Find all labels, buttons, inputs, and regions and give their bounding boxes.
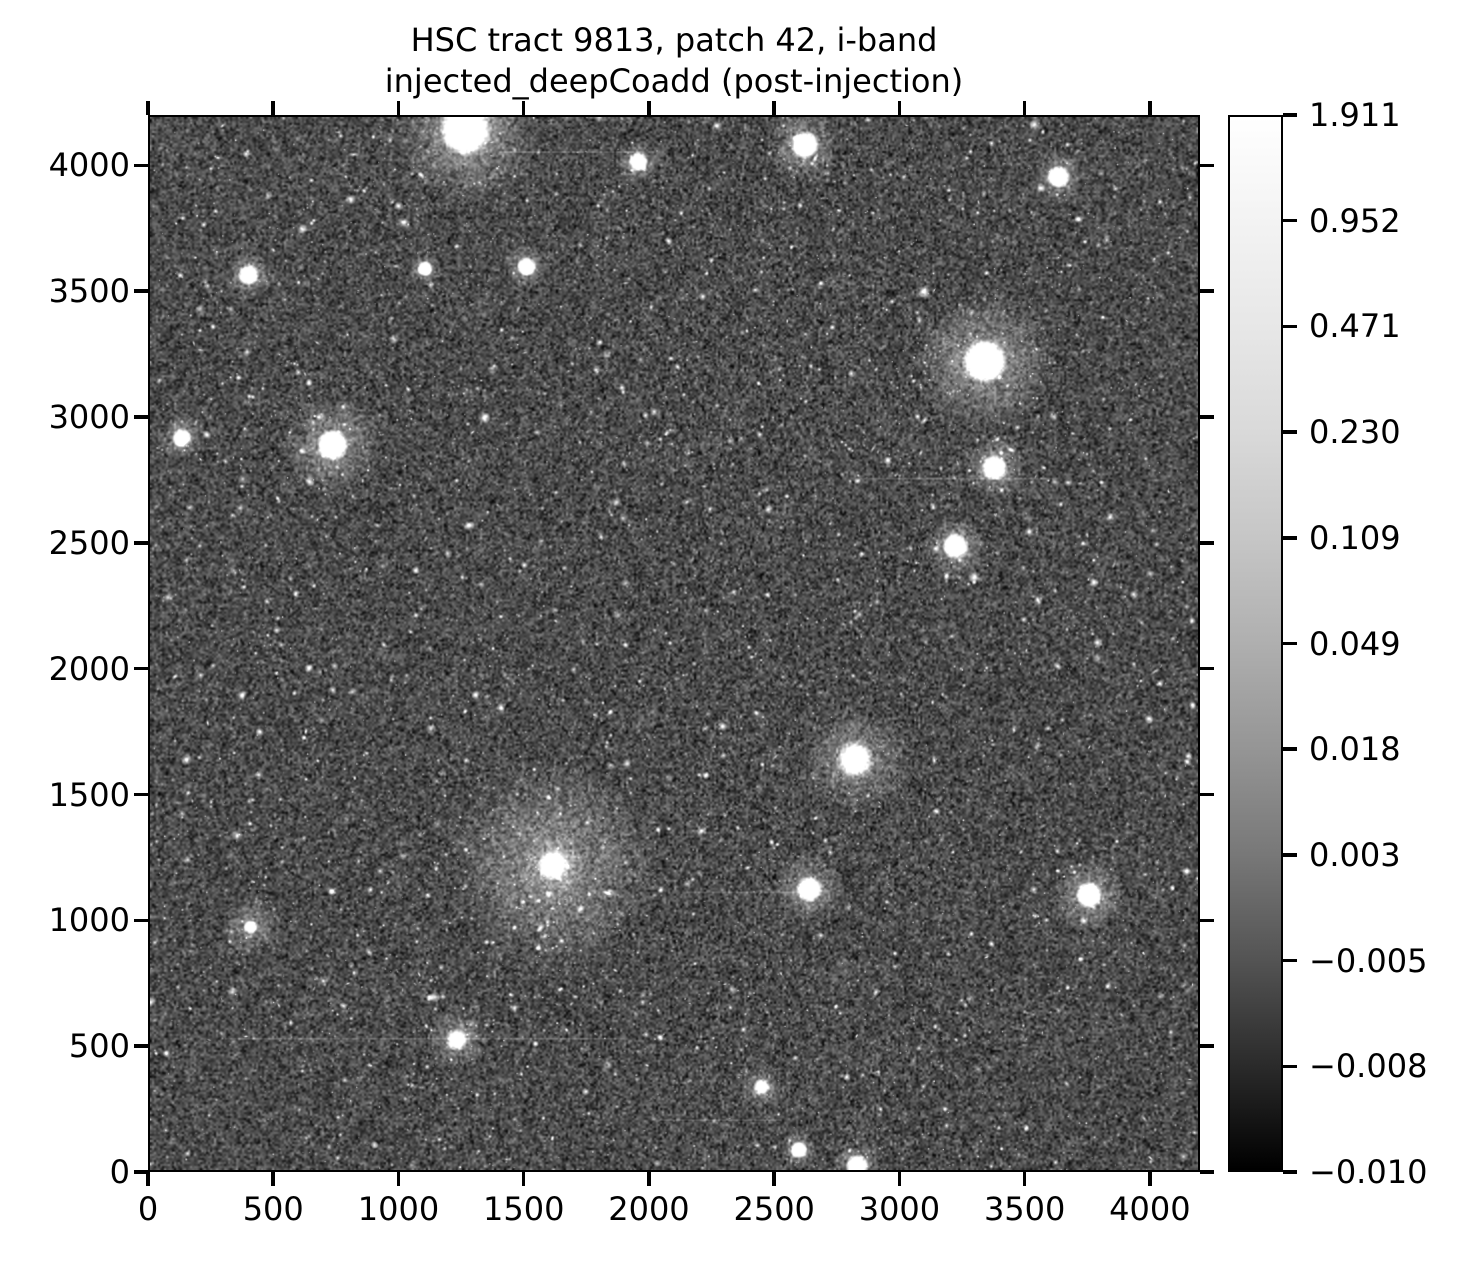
y-tick-left (134, 1044, 148, 1048)
x-tick-top (146, 101, 150, 115)
x-tick-bottom (1022, 1172, 1027, 1186)
y-tick-right (1200, 163, 1214, 168)
x-tick-bottom (146, 1172, 150, 1186)
colorbar-tick (1283, 1064, 1297, 1069)
x-tick-bottom (271, 1172, 275, 1186)
x-tick-top (897, 101, 902, 115)
y-tick-left (134, 541, 148, 545)
plot-title: HSC tract 9813, patch 42, i-band injecte… (148, 20, 1200, 102)
x-tick-label: 2000 (608, 1190, 690, 1228)
y-tick-label: 2500 (48, 523, 130, 562)
colorbar-tick-label: 0.049 (1309, 624, 1401, 663)
x-tick-bottom (897, 1172, 902, 1186)
colorbar-tick (1283, 958, 1297, 963)
colorbar-gradient (1230, 117, 1281, 1170)
colorbar-tick (1283, 536, 1297, 540)
x-tick-label: 3500 (983, 1190, 1066, 1228)
y-tick-left (134, 289, 148, 293)
colorbar-tick-label: −0.010 (1309, 1153, 1428, 1191)
y-tick-right (1200, 1170, 1214, 1174)
y-tick-right (1200, 792, 1214, 797)
y-tick-right (1200, 289, 1214, 293)
y-tick-right (1200, 666, 1214, 671)
x-tick-bottom (772, 1172, 776, 1186)
y-tick-label: 1500 (48, 775, 130, 814)
y-tick-label: 3000 (48, 398, 130, 436)
y-tick-label: 1000 (48, 901, 130, 940)
colorbar-tick (1283, 218, 1297, 223)
x-tick-bottom (647, 1172, 651, 1186)
colorbar-tick (1283, 853, 1297, 857)
x-tick-bottom (396, 1172, 401, 1186)
x-tick-label: 1500 (482, 1190, 565, 1228)
colorbar-tick-label: 0.003 (1309, 835, 1401, 874)
colorbar (1228, 115, 1283, 1172)
x-tick-label: 0 (137, 1190, 159, 1228)
plot-title-line1: HSC tract 9813, patch 42, i-band (410, 21, 938, 59)
y-tick-left (134, 918, 148, 923)
colorbar-tick-label: 0.230 (1309, 413, 1401, 452)
colorbar-tick-label: 0.109 (1309, 518, 1401, 557)
x-tick-bottom (1148, 1172, 1152, 1186)
x-tick-top (1022, 101, 1027, 115)
x-tick-label: 500 (242, 1190, 304, 1228)
y-tick-left (134, 792, 148, 797)
y-tick-right (1200, 541, 1214, 545)
sky-image-canvas (150, 117, 1198, 1170)
x-tick-top (772, 101, 776, 115)
colorbar-tick (1283, 430, 1297, 434)
x-tick-label: 4000 (1109, 1190, 1191, 1228)
x-tick-label: 1000 (357, 1190, 440, 1228)
y-tick-right (1200, 415, 1214, 419)
y-tick-label: 4000 (48, 146, 130, 185)
x-tick-label: 3000 (858, 1190, 941, 1228)
y-tick-left (134, 666, 148, 671)
y-tick-label: 0 (109, 1153, 130, 1191)
image-axes (148, 115, 1200, 1172)
y-tick-right (1200, 918, 1214, 923)
plot-title-line2: injected_deepCoadd (post-injection) (384, 62, 964, 100)
colorbar-tick (1283, 641, 1297, 646)
colorbar-tick-label: 0.018 (1309, 730, 1401, 769)
x-tick-top (521, 101, 526, 115)
colorbar-tick-label: 0.952 (1309, 201, 1401, 240)
y-tick-label: 500 (68, 1027, 130, 1066)
x-tick-bottom (521, 1172, 526, 1186)
x-tick-label: 2500 (733, 1190, 815, 1228)
colorbar-tick (1283, 1170, 1297, 1174)
x-tick-top (1148, 101, 1152, 115)
x-tick-top (396, 101, 401, 115)
colorbar-tick (1283, 747, 1297, 751)
colorbar-tick (1283, 113, 1297, 117)
colorbar-tick (1283, 324, 1297, 329)
y-tick-right (1200, 1044, 1214, 1048)
y-tick-left (134, 1170, 148, 1174)
colorbar-tick-label: −0.008 (1309, 1047, 1428, 1086)
colorbar-tick-label: −0.005 (1309, 941, 1428, 980)
y-tick-left (134, 163, 148, 168)
y-tick-label: 3500 (48, 272, 130, 311)
x-tick-top (271, 101, 275, 115)
y-tick-label: 2000 (48, 649, 130, 688)
colorbar-tick-label: 0.471 (1309, 307, 1401, 346)
y-tick-left (134, 415, 148, 419)
x-tick-top (647, 101, 651, 115)
colorbar-tick-label: 1.911 (1309, 96, 1401, 134)
